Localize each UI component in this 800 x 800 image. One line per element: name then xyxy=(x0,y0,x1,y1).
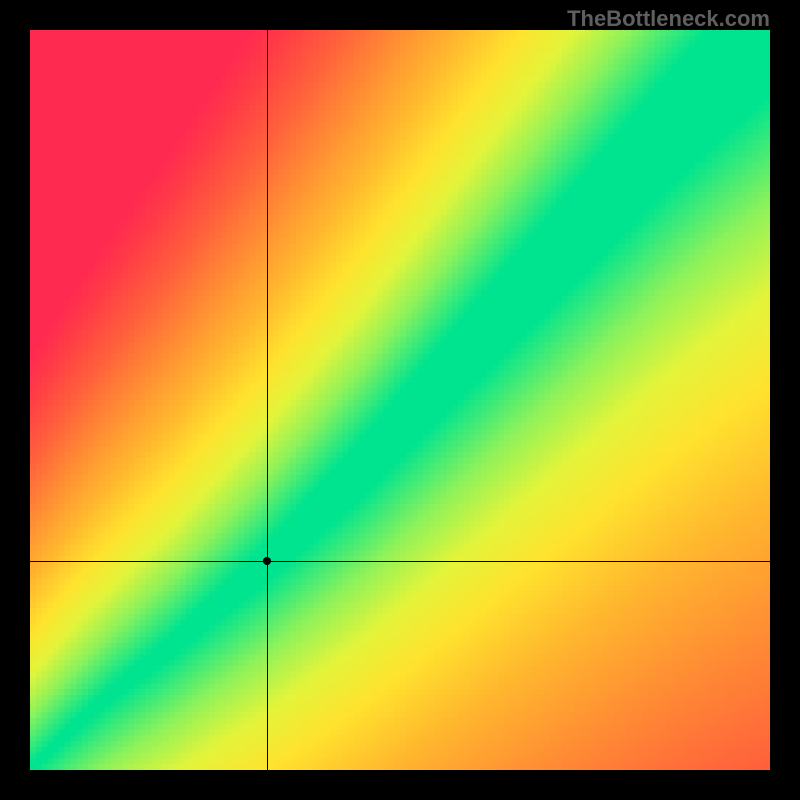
data-point-marker xyxy=(263,557,271,565)
heatmap-canvas xyxy=(30,30,770,770)
crosshair-vertical xyxy=(267,30,268,770)
watermark-text: TheBottleneck.com xyxy=(567,6,770,32)
crosshair-horizontal xyxy=(30,561,770,562)
chart-container: TheBottleneck.com xyxy=(0,0,800,800)
plot-area xyxy=(30,30,770,770)
